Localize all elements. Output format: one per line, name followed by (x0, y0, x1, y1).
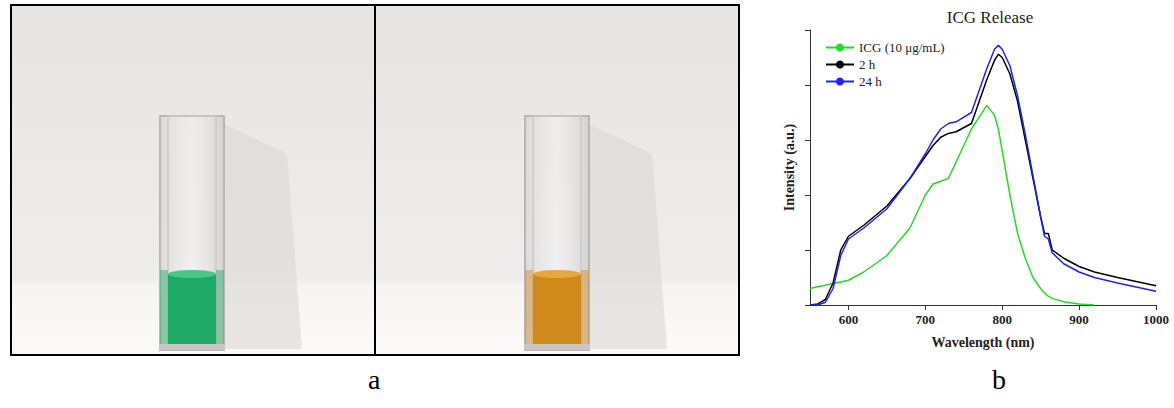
html-text:b: b (992, 364, 1006, 395)
svg-text:Wavelength (nm): Wavelength (nm) (931, 335, 1034, 351)
svg-text:ICG (10 μg/mL): ICG (10 μg/mL) (859, 40, 945, 55)
svg-text:1000: 1000 (1143, 312, 1169, 327)
svg-text:24 h: 24 h (859, 74, 882, 89)
svg-text:Intensity (a.u.): Intensity (a.u.) (782, 123, 798, 211)
html-text:a: a (368, 364, 381, 395)
svg-text:600: 600 (839, 312, 859, 327)
svg-text:2 h: 2 h (859, 57, 876, 72)
svg-text:900: 900 (1069, 312, 1089, 327)
svg-text:800: 800 (992, 312, 1012, 327)
svg-text:ICG Release: ICG Release (947, 8, 1033, 27)
svg-text:700: 700 (916, 312, 936, 327)
